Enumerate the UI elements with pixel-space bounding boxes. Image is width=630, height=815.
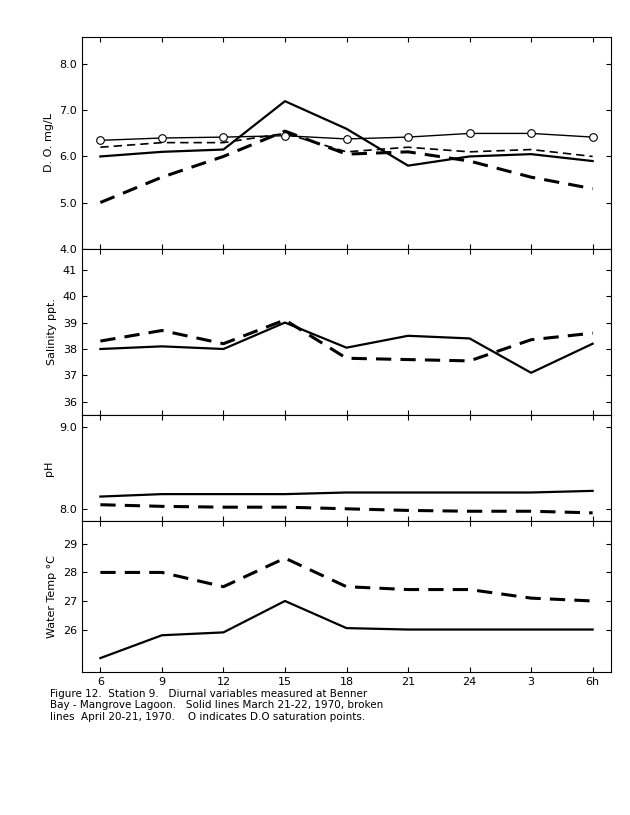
Text: Figure 12.  Station 9.   Diurnal variables measured at Benner
Bay - Mangrove Lag: Figure 12. Station 9. Diurnal variables … [50,689,384,722]
Y-axis label: pH: pH [43,460,54,476]
Y-axis label: Water Temp °C: Water Temp °C [47,555,57,638]
Y-axis label: D. O. mg/L: D. O. mg/L [43,113,54,172]
Y-axis label: Salinity ppt.: Salinity ppt. [47,298,57,365]
